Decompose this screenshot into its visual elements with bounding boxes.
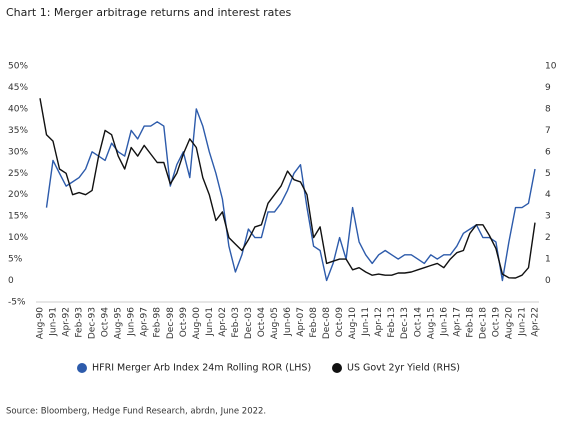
x-tick-label: Oct-19 (491, 307, 501, 338)
y2-tick-label: 3 (545, 212, 551, 222)
y-tick-label: 30% (8, 147, 28, 157)
y2-tick-label: 0 (545, 276, 551, 286)
x-tick-label: Jun-96 (127, 307, 137, 337)
x-tick-label: Aug-15 (426, 307, 436, 339)
legend-swatch (332, 363, 342, 373)
y2-tick-label: 2 (545, 233, 551, 243)
x-tick-label: Apr-12 (374, 307, 384, 337)
x-tick-label: Apr-97 (140, 307, 150, 337)
y-tick-label: 20% (8, 190, 28, 200)
x-tick-label: Aug-20 (504, 307, 514, 340)
x-tick-label: Feb-08 (309, 307, 319, 338)
x-tick-label: Oct-04 (257, 307, 267, 338)
x-tick-label: Aug-00 (192, 307, 202, 340)
legend-label: HFRI Merger Arb Index 24m Rolling ROR (L… (92, 363, 311, 374)
x-tick-label: Apr-07 (296, 307, 306, 337)
x-tick-label: Feb-13 (387, 307, 397, 338)
x-tick-label: Feb-93 (75, 307, 85, 338)
x-tick-label: Aug-95 (114, 307, 124, 339)
y2-tick-label: 9 (545, 83, 551, 93)
legend-label: US Govt 2yr Yield (RHS) (347, 363, 460, 374)
x-tick-label: Oct-99 (179, 307, 189, 338)
y2-tick-label: 5 (545, 169, 551, 179)
y-tick-label: 45% (8, 83, 28, 93)
x-tick-label: Jun-11 (361, 307, 371, 337)
x-tick-label: Jun-01 (205, 307, 215, 337)
x-tick-label: Apr-02 (218, 307, 228, 337)
x-tick-label: Apr-22 (531, 307, 541, 337)
y-tick-label: 0 (8, 276, 14, 286)
y2-tick-label: 10 (545, 62, 557, 72)
chart-title: Chart 1: Merger arbitrage returns and in… (6, 6, 292, 19)
x-tick-label: Feb-98 (153, 307, 163, 338)
x-tick-label: Jun-16 (439, 307, 449, 337)
y-tick-label: 10% (8, 233, 28, 243)
y2-tick-label: 1 (545, 255, 551, 265)
x-tick-label: Dec-98 (166, 307, 176, 339)
x-tick-label: Aug-90 (36, 307, 46, 340)
y2-tick-label: 7 (545, 126, 551, 136)
y-tick-label: 5% (8, 255, 23, 265)
x-tick-label: Feb-18 (465, 307, 475, 338)
x-tick-label: Apr-92 (62, 307, 72, 337)
y-tick-label: -5% (8, 298, 26, 308)
x-tick-label: Oct-09 (335, 307, 345, 338)
x-tick-label: Dec-03 (244, 307, 254, 339)
x-tick-label: Feb-03 (231, 307, 241, 338)
y-tick-label: 25% (8, 169, 28, 179)
series-line (45, 108, 536, 282)
source-note: Source: Bloomberg, Hedge Fund Research, … (6, 407, 266, 417)
x-tick-label: Dec-93 (88, 307, 98, 339)
legend-swatch (77, 363, 87, 373)
y2-tick-label: 8 (545, 104, 551, 114)
x-tick-label: Jun-21 (517, 307, 527, 337)
y-tick-label: 50% (8, 62, 28, 72)
y-tick-label: 15% (8, 212, 28, 222)
x-tick-label: Aug-10 (348, 307, 358, 340)
x-tick-label: Aug-05 (270, 307, 280, 339)
x-tick-label: Oct-94 (101, 307, 111, 338)
x-tick-label: Jun-06 (283, 307, 293, 337)
x-tick-label: Dec-08 (322, 307, 332, 339)
y-tick-label: 40% (8, 104, 28, 114)
x-tick-label: Dec-13 (400, 307, 410, 339)
y2-tick-label: 4 (545, 190, 551, 200)
x-tick-label: Jun-91 (49, 307, 59, 337)
x-tick-label: Apr-17 (452, 307, 462, 337)
y2-tick-label: 6 (545, 147, 551, 157)
series-line (39, 98, 536, 279)
x-tick-label: Oct-14 (413, 307, 423, 338)
y-tick-label: 35% (8, 126, 28, 136)
x-tick-label: Dec-18 (478, 307, 488, 339)
